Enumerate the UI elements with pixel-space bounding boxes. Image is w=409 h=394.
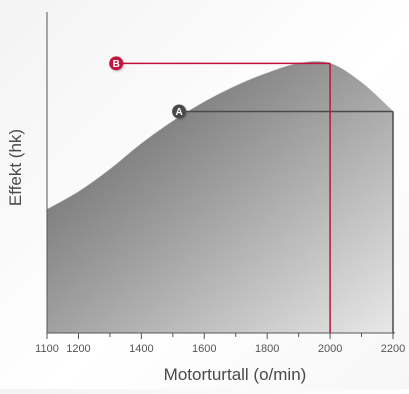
marker-a-badge (172, 104, 187, 119)
power-curve-line (46, 61, 394, 210)
area-layer (46, 61, 394, 334)
x-tick-label-2200: 2200 (381, 343, 405, 355)
x-tick-label-1200: 1200 (66, 343, 90, 355)
x-tick-label-1600: 1600 (192, 343, 216, 355)
marker-b-badge (109, 56, 124, 71)
x-tick-label-1100: 1100 (35, 343, 59, 355)
marker-b-letter: B (113, 59, 120, 70)
marker-b: B (109, 56, 331, 333)
axes-layer: 1100 1200 1400 1600 1800 2000 2200 (35, 12, 405, 355)
marker-a-letter: A (175, 107, 182, 118)
x-tick-label-2000: 2000 (318, 343, 342, 355)
x-tick-label-1400: 1400 (129, 343, 153, 355)
marker-a: A (172, 104, 394, 333)
y-axis-title: Effekt (hk) (6, 129, 25, 206)
power-area (47, 61, 393, 334)
markers-layer: AB (109, 56, 394, 333)
x-tick-label-1800: 1800 (255, 343, 279, 355)
x-axis-title: Motorturtall (o/min) (164, 365, 307, 384)
